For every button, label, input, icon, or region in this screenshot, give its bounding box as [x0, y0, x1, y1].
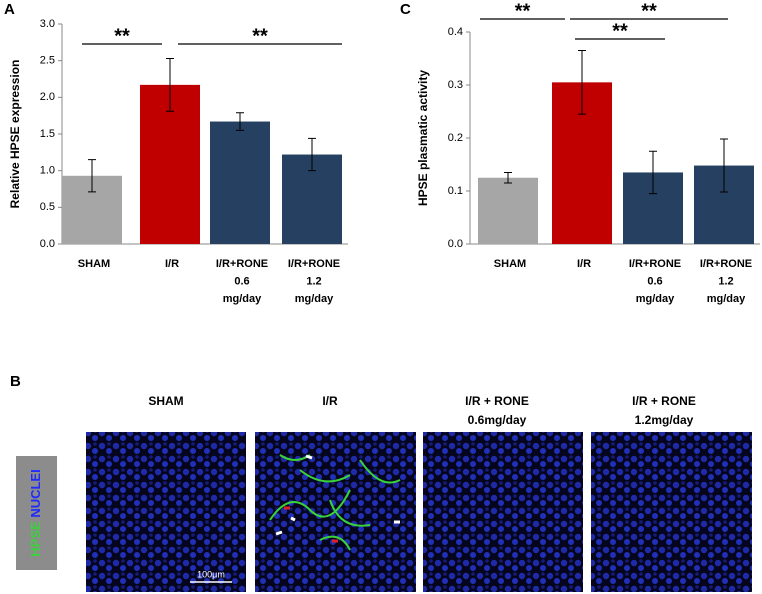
x-tick-label: SHAM	[494, 258, 526, 270]
y-tick-label: 0.5	[40, 201, 55, 213]
image-rone-12	[591, 432, 752, 592]
stain-label: HPSE	[28, 521, 43, 557]
image-sham	[86, 432, 246, 592]
y-tick-label: 0.2	[448, 132, 463, 144]
y-tick-label: 0.1	[448, 185, 463, 197]
y-axis-label: Relative HPSE expression	[8, 60, 22, 209]
hpse-signal	[269, 454, 401, 551]
stain-legend: HPSE NUCLEI	[28, 469, 43, 556]
panel-label: C	[400, 1, 411, 18]
y-tick-label: 0.3	[448, 79, 463, 91]
nuclei-label: NUCLEI	[28, 469, 43, 517]
x-tick-label: I/R+RONE	[288, 258, 340, 270]
bar	[210, 121, 270, 244]
x-tick-label: 1.2	[718, 275, 733, 287]
significance-label: **	[114, 25, 130, 47]
x-tick-label: 0.6	[647, 275, 662, 287]
y-tick-label: 2.0	[40, 91, 55, 103]
error-bar	[504, 171, 512, 184]
column-heading: 1.2mg/day	[635, 413, 694, 427]
y-axis-label: HPSE plasmatic activity	[416, 70, 430, 206]
x-tick-label: SHAM	[78, 258, 110, 270]
column-heading: 0.6mg/day	[468, 413, 527, 427]
error-bar	[308, 137, 316, 172]
panel-label: A	[4, 1, 15, 18]
x-tick-label: 1.2	[306, 275, 321, 287]
error-bar	[720, 138, 728, 193]
y-tick-label: 0.0	[40, 238, 55, 250]
significance-label: **	[612, 20, 628, 42]
x-tick-label: I/R+RONE	[629, 258, 681, 270]
column-heading: I/R + RONE	[465, 394, 529, 408]
white-arrows	[275, 454, 400, 536]
column-heading: I/R + RONE	[632, 394, 696, 408]
y-tick-label: 3.0	[40, 18, 55, 30]
error-bar	[236, 112, 244, 131]
x-tick-label: mg/day	[707, 293, 746, 305]
x-tick-label: mg/day	[223, 293, 262, 305]
x-tick-label: mg/day	[295, 293, 334, 305]
image-rone-06	[423, 432, 583, 592]
x-tick-label: I/R	[577, 258, 591, 270]
x-tick-label: I/R	[165, 258, 179, 270]
panel-label: B	[10, 373, 21, 390]
y-tick-label: 0.4	[448, 26, 463, 38]
significance-label: **	[515, 0, 531, 22]
stain-box	[16, 456, 57, 570]
bar	[478, 177, 538, 244]
micrographs: 100μm HPSE NUCLEI B	[10, 373, 752, 592]
scale-bar-label: 100μm	[197, 569, 225, 579]
significance-label: **	[252, 25, 268, 47]
error-bar	[578, 50, 586, 115]
x-tick-label: mg/day	[636, 293, 675, 305]
y-tick-label: 0.0	[448, 238, 463, 250]
x-tick-label: I/R+RONE	[700, 258, 752, 270]
x-tick-label: 0.6	[234, 275, 249, 287]
y-tick-label: 1.5	[40, 128, 55, 140]
error-bar	[166, 57, 174, 112]
significance-label: **	[641, 0, 657, 22]
error-bar	[88, 159, 96, 193]
y-tick-label: 2.5	[40, 55, 55, 67]
x-tick-label: I/R+RONE	[216, 258, 268, 270]
error-bar	[649, 150, 657, 195]
column-heading: I/R	[322, 394, 338, 408]
column-heading: SHAM	[148, 394, 183, 408]
y-tick-label: 1.0	[40, 165, 55, 177]
red-arrows	[284, 506, 338, 543]
